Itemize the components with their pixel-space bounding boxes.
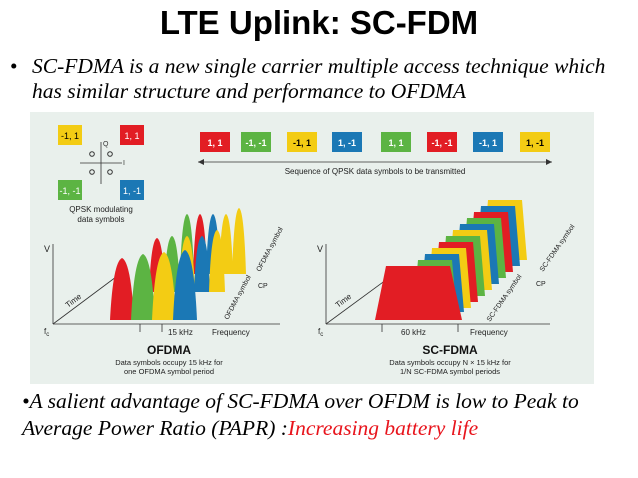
highlight-text: Increasing battery life: [287, 416, 479, 440]
sequence-box: -1, -1: [241, 132, 271, 152]
constellation-box-yellow: [58, 125, 82, 145]
constellation-point: [107, 169, 113, 175]
ofdma-vs-scfdma-diagram: -1, 1 1, 1 -1, -1 1, -1 Q I QPSK modulat…: [30, 112, 594, 384]
fc-subscript: c: [320, 332, 323, 338]
ofdma-v-label: V: [44, 244, 50, 254]
sequence-label: 1, 1: [207, 138, 222, 148]
fc-subscript: c: [46, 332, 49, 338]
ofdma-subcarrier: [131, 254, 155, 320]
constellation-box-red: [120, 125, 144, 145]
ofdma-bandwidth-label: 15 kHz: [168, 328, 193, 337]
ofdma-subcarrier: [194, 236, 210, 292]
sequence-label: -1, -1: [431, 138, 452, 148]
sequence-label: -1, -1: [245, 138, 266, 148]
bullet-marker: •: [10, 54, 18, 78]
diagram-canvas: -1, 1 1, 1 -1, -1 1, -1 Q I QPSK modulat…: [44, 125, 577, 376]
ofdma-subcarrier: [232, 208, 246, 274]
scfdma-v-label: V: [317, 244, 323, 254]
ofdma-subcarrier: [110, 258, 134, 320]
q-axis-label: Q: [103, 141, 109, 148]
sequence-box: 1, -1: [520, 132, 550, 152]
bullet-scfdma-description: • SC-FDMA is a new single carrier multip…: [10, 54, 630, 104]
constellation-label-1: -1, 1: [61, 131, 79, 141]
sequence-label: -1, 1: [479, 138, 497, 148]
scfdma-symbol-label-top: SC-FDMA symbol: [539, 223, 577, 273]
scfdma-cp-label: CP: [536, 281, 546, 288]
sequence-arrowhead-right: [546, 159, 552, 165]
scfdma-fc-label: fc: [318, 327, 323, 338]
sequence-box: 1, 1: [381, 132, 411, 152]
ofdma-cp-label: CP: [258, 283, 268, 290]
bullet-marker: •: [22, 389, 30, 413]
sequence-label: 1, -1: [526, 138, 544, 148]
scfdma-caption-1: Data symbols occupy N × 15 kHz for: [389, 358, 511, 367]
sequence-box: 1, -1: [332, 132, 362, 152]
sequence-caption: Sequence of QPSK data symbols to be tran…: [285, 167, 466, 176]
constellation-label-4: 1, -1: [123, 186, 141, 196]
ofdma-symbol-label-top: OFDMA symbol: [256, 226, 285, 273]
scfdma-panel: V Time fc 60 kHz Frequency CP SC-FDMA sy…: [317, 200, 577, 376]
scfdma-time-axis: [325, 276, 391, 325]
i-axis-label: I: [123, 160, 125, 167]
scfdma-bandwidth-label: 60 kHz: [401, 328, 426, 337]
ofdma-subcarrier: [209, 230, 225, 292]
sequence-box: -1, 1: [473, 132, 503, 152]
constellation-box-green: [58, 180, 82, 200]
constellation-box-blue: [120, 180, 144, 200]
constellation-caption-1: QPSK modulating: [69, 205, 133, 214]
scfdma-title: SC-FDMA: [422, 343, 478, 357]
constellation-caption-2: data symbols: [77, 215, 124, 224]
ofdma-subcarrier: [173, 250, 197, 320]
sequence-arrowhead-left: [198, 159, 204, 165]
ofdma-time-label: Time: [64, 292, 84, 310]
ofdma-panel: V Time fc 15 kHz Frequency CP: [44, 208, 285, 376]
sequence-label: -1, 1: [293, 138, 311, 148]
ofdma-subcarrier: [152, 252, 176, 320]
sequence-box: -1, 1: [287, 132, 317, 152]
sequence-box: 1, 1: [200, 132, 230, 152]
symbol-sequence: 1, 1 -1, -1 -1, 1 1, -1 1, 1 -1, -1 -1, …: [198, 132, 552, 176]
ofdma-title: OFDMA: [147, 343, 191, 357]
constellation-point: [89, 151, 95, 157]
ofdma-fc-label: fc: [44, 327, 49, 338]
ofdma-symbol-label-bottom: OFDMA symbol: [224, 274, 253, 321]
scfdma-frequency-label: Frequency: [470, 328, 508, 337]
scfdma-symbol-block-front: [375, 266, 462, 320]
fc-letter: f: [44, 327, 47, 336]
constellation-label-2: 1, 1: [124, 131, 139, 141]
constellation-point: [89, 169, 95, 175]
sequence-label: 1, -1: [338, 138, 356, 148]
sequence-box: -1, -1: [427, 132, 457, 152]
bullet-text: SC-FDMA is a new single carrier multiple…: [32, 54, 606, 103]
slide-title: LTE Uplink: SC-FDM: [159, 4, 479, 41]
scfdma-time-label: Time: [334, 292, 354, 310]
ofdma-frequency-label: Frequency: [212, 328, 250, 337]
bullet-papr-advantage: •A salient advantage of SC-FDMA over OFD…: [22, 388, 622, 442]
qpsk-constellation: -1, 1 1, 1 -1, -1 1, -1 Q I QPSK modulat…: [58, 125, 144, 224]
bullet-text: A salient advantage of SC-FDMA over OFDM…: [22, 389, 579, 440]
ofdma-caption-2: one OFDMA symbol period: [124, 367, 214, 376]
constellation-point: [107, 151, 113, 157]
fc-letter: f: [318, 327, 321, 336]
scfdma-caption-2: 1/N SC-FDMA symbol periods: [400, 367, 500, 376]
sequence-label: 1, 1: [388, 138, 403, 148]
ofdma-time-axis: [52, 273, 121, 325]
constellation-label-3: -1, -1: [59, 186, 80, 196]
ofdma-caption-1: Data symbols occupy 15 kHz for: [115, 358, 223, 367]
